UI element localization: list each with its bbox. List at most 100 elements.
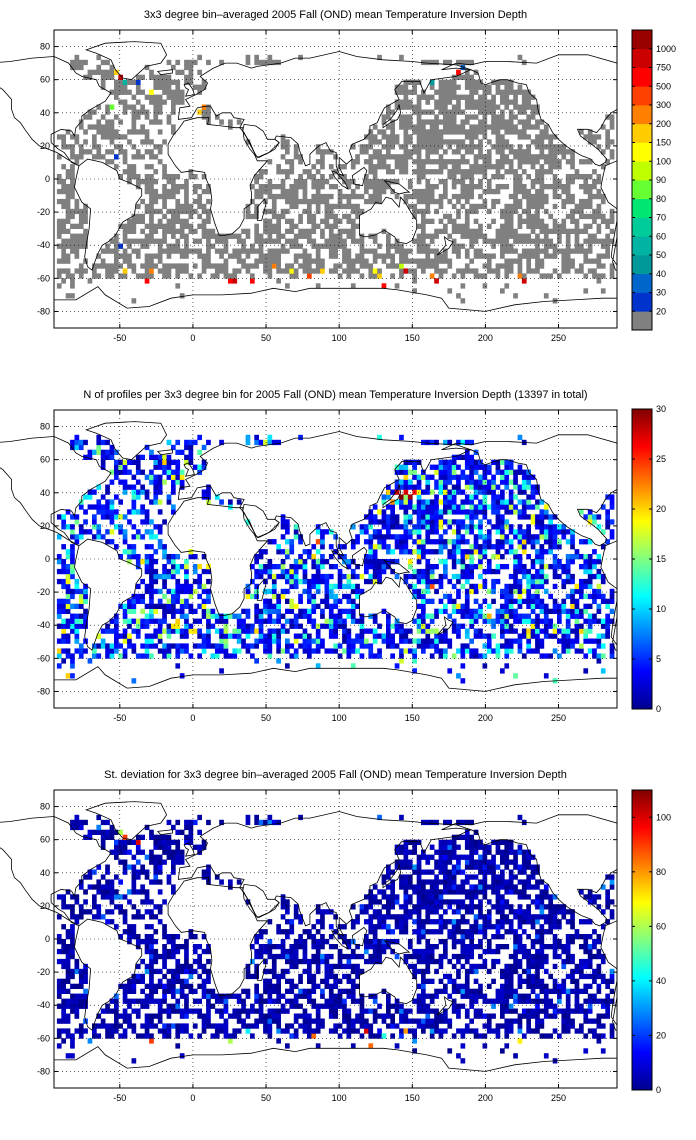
data-bin	[223, 623, 229, 629]
data-bin	[565, 179, 571, 185]
data-bin	[552, 203, 558, 210]
data-bin	[407, 484, 413, 490]
data-bin	[521, 598, 527, 604]
data-bin	[250, 578, 255, 585]
data-bin	[153, 238, 159, 244]
data-bin	[407, 459, 413, 465]
data-bin	[70, 894, 75, 900]
data-bin	[429, 258, 435, 264]
colorbar-label: 40	[656, 269, 666, 279]
data-bin	[162, 268, 167, 274]
data-bin	[429, 618, 435, 624]
data-bin	[56, 559, 62, 565]
data-bin	[100, 439, 106, 446]
data-bin	[184, 559, 189, 565]
data-bin	[377, 184, 382, 190]
data-bin	[574, 238, 580, 244]
data-bin	[495, 494, 501, 500]
data-bin	[307, 238, 312, 244]
data-bin	[122, 169, 128, 175]
data-bin	[381, 228, 387, 234]
data-bin	[267, 618, 273, 624]
data-bin	[65, 988, 71, 994]
data-bin	[464, 104, 470, 110]
data-bin	[302, 638, 308, 644]
data-bin	[425, 613, 431, 619]
data-bin	[605, 248, 610, 254]
data-bin	[83, 623, 88, 629]
data-bin	[140, 504, 145, 510]
data-bin	[131, 608, 137, 614]
data-bin	[346, 578, 352, 585]
data-bin	[368, 549, 374, 555]
data-bin	[412, 273, 417, 279]
data-bin	[70, 573, 75, 580]
data-bin	[500, 124, 505, 130]
data-bin	[171, 568, 176, 575]
data-bin	[157, 509, 163, 515]
data-bin	[403, 578, 409, 585]
data-bin	[526, 144, 531, 150]
data-bin	[504, 139, 510, 145]
data-bin	[83, 129, 88, 135]
data-bin	[451, 519, 457, 525]
data-bin	[460, 179, 466, 185]
data-bin	[162, 549, 167, 555]
data-bin	[206, 258, 211, 264]
data-bin	[596, 633, 602, 639]
data-bin	[83, 648, 88, 654]
data-bin	[355, 564, 360, 570]
data-bin	[342, 618, 347, 624]
data-bin	[416, 144, 422, 150]
data-bin	[587, 193, 593, 200]
data-bin	[508, 524, 514, 530]
data-bin	[403, 509, 409, 515]
data-bin	[175, 243, 181, 249]
data-bin	[421, 608, 426, 614]
data-bin	[315, 193, 321, 200]
data-bin	[267, 258, 273, 264]
data-bin	[153, 263, 159, 269]
data-bin	[517, 464, 523, 470]
data-bin	[574, 638, 580, 644]
data-bin	[206, 633, 211, 639]
data-bin	[293, 578, 299, 585]
data-bin	[350, 263, 356, 269]
data-bin	[521, 273, 527, 279]
data-bin	[517, 489, 523, 495]
data-bin	[320, 184, 325, 190]
data-bin	[368, 653, 374, 659]
data-bin	[478, 554, 483, 560]
data-bin	[223, 268, 229, 274]
data-bin	[78, 64, 84, 71]
data-bin	[368, 273, 374, 279]
data-bin	[451, 464, 457, 470]
data-bin	[561, 568, 567, 575]
data-bin	[482, 504, 488, 510]
data-bin	[350, 588, 356, 595]
data-bin	[605, 539, 610, 545]
data-bin	[144, 564, 150, 570]
data-bin	[105, 263, 110, 269]
data-bin	[276, 564, 281, 570]
data-bin	[280, 144, 286, 150]
data-bin	[105, 124, 110, 130]
data-bin	[495, 174, 501, 180]
data-bin	[74, 1028, 80, 1034]
data-bin	[530, 159, 536, 165]
data-bin	[65, 208, 71, 215]
data-bin	[105, 514, 110, 520]
data-bin	[232, 613, 238, 619]
data-bin	[214, 263, 220, 269]
data-bin	[434, 278, 439, 284]
data-bin	[267, 439, 273, 446]
data-bin	[320, 613, 325, 619]
coastline-greenland	[84, 41, 168, 81]
data-bin	[460, 469, 466, 475]
data-bin	[517, 583, 523, 590]
data-bin	[521, 159, 527, 165]
data-bin	[171, 243, 176, 249]
data-bin	[539, 559, 545, 565]
data-bin	[460, 174, 466, 180]
data-bin	[535, 179, 540, 185]
